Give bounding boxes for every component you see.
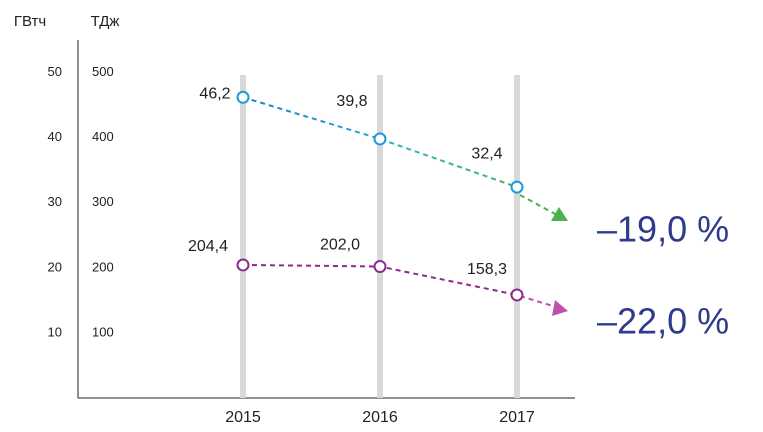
y-tick-label: 40	[48, 129, 62, 144]
arrow-head	[551, 207, 568, 221]
point	[373, 260, 387, 274]
y2-tick-label: 500	[92, 64, 114, 79]
point	[236, 258, 250, 272]
trend-arrow	[519, 295, 557, 308]
y-tick-label: 30	[48, 194, 62, 209]
y2-tick-label: 100	[92, 324, 114, 339]
year-band	[240, 75, 246, 398]
y2-tick-label: 400	[92, 129, 114, 144]
point	[373, 132, 387, 146]
y2-axis-label: ТДж	[91, 13, 120, 30]
y-axis-label: ГВтч	[14, 13, 46, 30]
point	[510, 180, 524, 194]
value-label: 32,4	[471, 145, 502, 162]
point	[236, 90, 250, 104]
value-label: 46,2	[199, 85, 230, 102]
y2-tick-label: 200	[92, 259, 114, 274]
value-label: 202,0	[320, 237, 360, 254]
y2-tick-label: 300	[92, 194, 114, 209]
value-label: 39,8	[336, 93, 367, 110]
annotation: –22,0 %	[597, 301, 729, 342]
y-tick-label: 20	[48, 259, 62, 274]
value-label: 158,3	[467, 261, 507, 278]
trend-arrow	[519, 194, 558, 216]
year-band	[514, 75, 520, 398]
y-tick-label: 10	[48, 324, 62, 339]
point	[510, 288, 524, 302]
arrow-head	[552, 300, 568, 316]
x-tick-label: 2016	[362, 409, 398, 426]
year-band	[377, 75, 383, 398]
value-label: 204,4	[188, 238, 228, 255]
x-tick-label: 2015	[225, 409, 261, 426]
annotation: –19,0 %	[597, 209, 729, 250]
series-line	[242, 96, 518, 189]
y-tick-label: 50	[48, 64, 62, 79]
x-tick-label: 2017	[499, 409, 535, 426]
